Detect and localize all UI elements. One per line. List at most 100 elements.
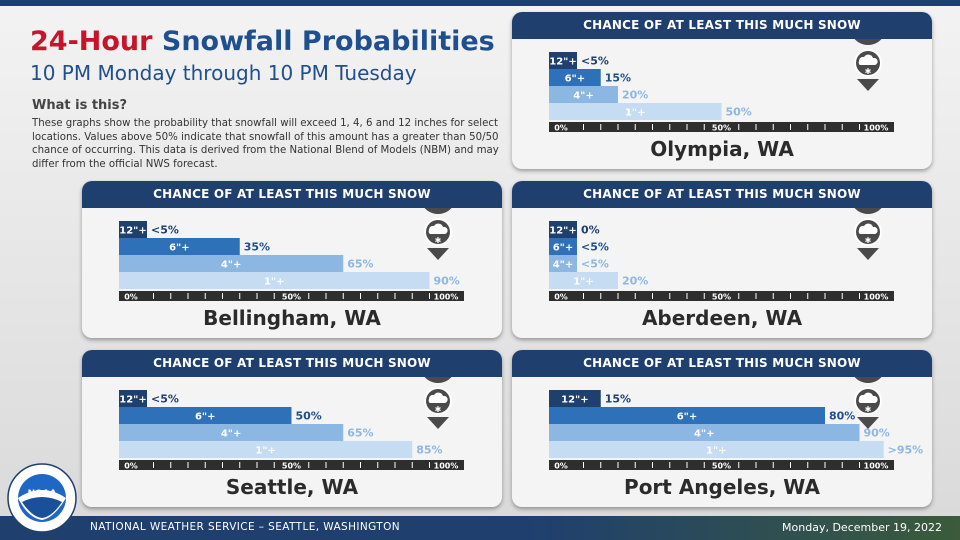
bar-category-label: 12"+ [119,395,147,406]
location-name: Aberdeen, WA [641,306,803,330]
bar-12in [549,221,577,238]
axis-tick-label: 50% [712,462,731,471]
bar-value-label: 65% [347,427,373,440]
axis-bar [549,291,894,301]
bar-category-label: 4"+ [694,429,715,440]
bar-1in [549,441,884,458]
axis-tick-label: 0% [124,462,138,471]
snowflake-icon: ✱ [865,236,872,245]
bar-value-label: <5% [151,224,179,237]
bar-value-label: 90% [434,275,460,288]
snow-pin-icon: ✱ [854,208,882,260]
bar-12in [549,52,577,69]
bar-value-label: 50% [296,410,322,423]
axis-tick-label: 50% [712,293,731,302]
snow-pin-icon: ✱ [854,377,882,429]
chart-olympia: 12"+ <5% 6"+ 15% 4"+ 20% 1"+ 50% 0% 50% 100% ✱ [549,39,894,133]
bar-category-label: 1"+ [573,277,594,288]
bar-category-label: 1"+ [255,446,276,457]
axis-tick-label: 50% [712,124,731,133]
title-main: Snowfall Probabilities [161,26,495,57]
axis-bar [119,460,464,470]
bar-value-label: 0% [581,224,600,237]
axis-bar [549,460,894,470]
chart-seattle: 12"+ <5% 6"+ 50% 4"+ 65% 1"+ 85% 0% 50% 100% ✱ [119,377,464,471]
noaa-logo-icon: NOAA [7,463,77,533]
cloud-icon [858,54,878,65]
snow-pin-icon: ✱ [854,39,882,91]
bar-category-label: 4"+ [221,260,242,271]
bar-value-label: <5% [151,393,179,406]
bar-value-label: 85% [416,444,442,457]
bar-1in [549,272,618,289]
pin-tail [857,248,879,260]
location-name: Olympia, WA [650,137,794,161]
pin-tail [857,417,879,429]
page-title: 24-Hour Snowfall Probabilities [30,26,500,58]
pin-shape [854,377,882,383]
axis-tick-label: 100% [864,293,889,302]
location-name: Port Angeles, WA [624,475,820,499]
footer-bar [0,516,960,540]
bar-category-label: 6"+ [565,74,586,85]
pin-shape [854,39,882,45]
location-name: Seattle, WA [225,475,359,499]
bar-category-label: 6"+ [677,412,698,423]
bar-category-label: 4"+ [553,260,574,271]
page-subtitle: 10 PM Monday through 10 PM Tuesday [30,61,417,85]
chart-port-angeles: 12"+ 15% 6"+ 80% 4"+ 90% 1"+ >95% 0% 50% 100% ✱ [549,377,924,471]
bar-12in [549,390,601,407]
panel-header: CHANCE OF AT LEAST THIS MUCH SNOW [82,350,502,377]
bar-category-label: 4"+ [573,91,594,102]
pin-shape [424,208,452,214]
panel-header: CHANCE OF AT LEAST THIS MUCH SNOW [512,12,932,39]
pin-tail [857,79,879,91]
bar-12in [119,221,147,238]
footer-office: NATIONAL WEATHER SERVICE – SEATTLE, WASH… [90,521,401,533]
footer-date: Monday, December 19, 2022 [782,521,942,534]
panel-header: CHANCE OF AT LEAST THIS MUCH SNOW [82,181,502,208]
bar-category-label: 12"+ [561,395,589,406]
info-body: These graphs show the probability that s… [32,118,499,170]
bar-value-label: 65% [347,258,373,271]
bar-value-label: <5% [581,241,609,254]
bar-value-label: 15% [605,72,631,85]
bar-category-label: 1"+ [625,108,646,119]
axis-tick-label: 50% [282,293,301,302]
bar-category-label: 6"+ [553,243,574,254]
axis-tick-label: 100% [864,462,889,471]
pin-shape [424,377,452,383]
bar-category-label: 1"+ [706,446,727,457]
bar-value-label: 15% [605,393,631,406]
snowflake-icon: ✱ [435,405,442,414]
bar-category-label: 4"+ [221,429,242,440]
panel-seattle: CHANCE OF AT LEAST THIS MUCH SNOW 12"+ <5… [82,350,502,507]
bar-category-label: 6"+ [169,243,190,254]
bar-category-label: 1"+ [264,277,285,288]
bar-category-label: 12"+ [549,57,577,68]
axis-tick-label: 100% [864,124,889,133]
bar-value-label: 20% [622,275,648,288]
bar-value-label: <5% [581,258,609,271]
pin-tail [427,248,449,260]
snowflake-icon: ✱ [435,236,442,245]
title-block: 24-Hour Snowfall Probabilities 10 PM Mon… [30,26,500,86]
info-block: What is this? These graphs show the prob… [32,98,510,171]
pin-shape [854,208,882,214]
cloud-icon [858,223,878,234]
bar-12in [119,390,147,407]
bar-4in [119,424,344,441]
panel-port-angeles: CHANCE OF AT LEAST THIS MUCH SNOW 12"+ 15… [512,350,932,507]
bar-value-label: 20% [622,89,648,102]
info-heading: What is this? [32,98,128,113]
bar-value-label: 90% [864,427,890,440]
bar-4in [549,255,577,272]
panel-aberdeen: CHANCE OF AT LEAST THIS MUCH SNOW 12"+ 0%… [512,181,932,338]
bar-value-label: 80% [829,410,855,423]
cloud-icon [858,392,878,403]
chart-bellingham: 12"+ <5% 6"+ 35%4"+ 65% 1"+ 90% 0% 50% 100% ✱ [119,208,464,302]
title-accent: 24-Hour [30,26,153,57]
bar-value-label: >95% [888,444,924,457]
bar-1in [549,103,722,120]
axis-tick-label: 50% [282,462,301,471]
